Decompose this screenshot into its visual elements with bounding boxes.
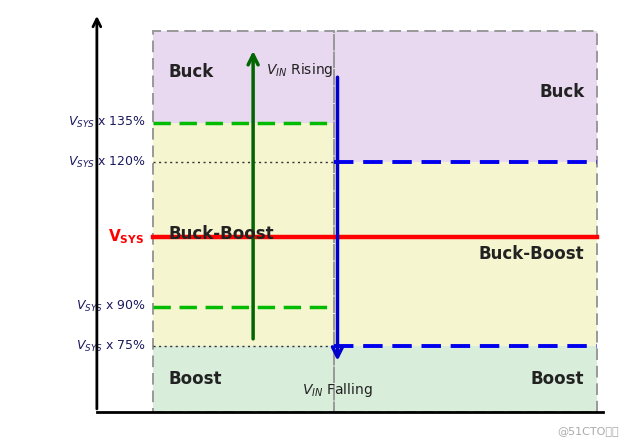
Bar bbox=[334, 162, 597, 346]
Text: $V_{SYS}$ x 135%: $V_{SYS}$ x 135% bbox=[68, 115, 146, 130]
Bar bbox=[153, 31, 334, 123]
Text: $\mathbf{V_{SYS}}$: $\mathbf{V_{SYS}}$ bbox=[108, 227, 146, 246]
Text: Boost: Boost bbox=[531, 370, 584, 388]
Text: Buck: Buck bbox=[169, 63, 214, 81]
Text: $V_{IN}$ Rising: $V_{IN}$ Rising bbox=[266, 61, 333, 79]
Text: $V_{SYS}$ x 90%: $V_{SYS}$ x 90% bbox=[76, 299, 146, 314]
Text: $V_{SYS}$ x 75%: $V_{SYS}$ x 75% bbox=[76, 339, 146, 353]
Text: Boost: Boost bbox=[169, 370, 222, 388]
Bar bbox=[153, 123, 334, 346]
Bar bbox=[334, 346, 597, 412]
Bar bbox=[334, 31, 597, 162]
Text: Buck-Boost: Buck-Boost bbox=[479, 245, 584, 263]
Text: Buck: Buck bbox=[539, 83, 584, 101]
Bar bbox=[153, 31, 334, 412]
Bar bbox=[334, 31, 597, 412]
Text: Buck-Boost: Buck-Boost bbox=[169, 225, 274, 244]
Text: $V_{SYS}$ x 120%: $V_{SYS}$ x 120% bbox=[68, 155, 146, 170]
Text: @51CTO博客: @51CTO博客 bbox=[557, 426, 619, 436]
Bar bbox=[153, 346, 334, 412]
Text: $V_{IN}$ Falling: $V_{IN}$ Falling bbox=[302, 381, 373, 399]
